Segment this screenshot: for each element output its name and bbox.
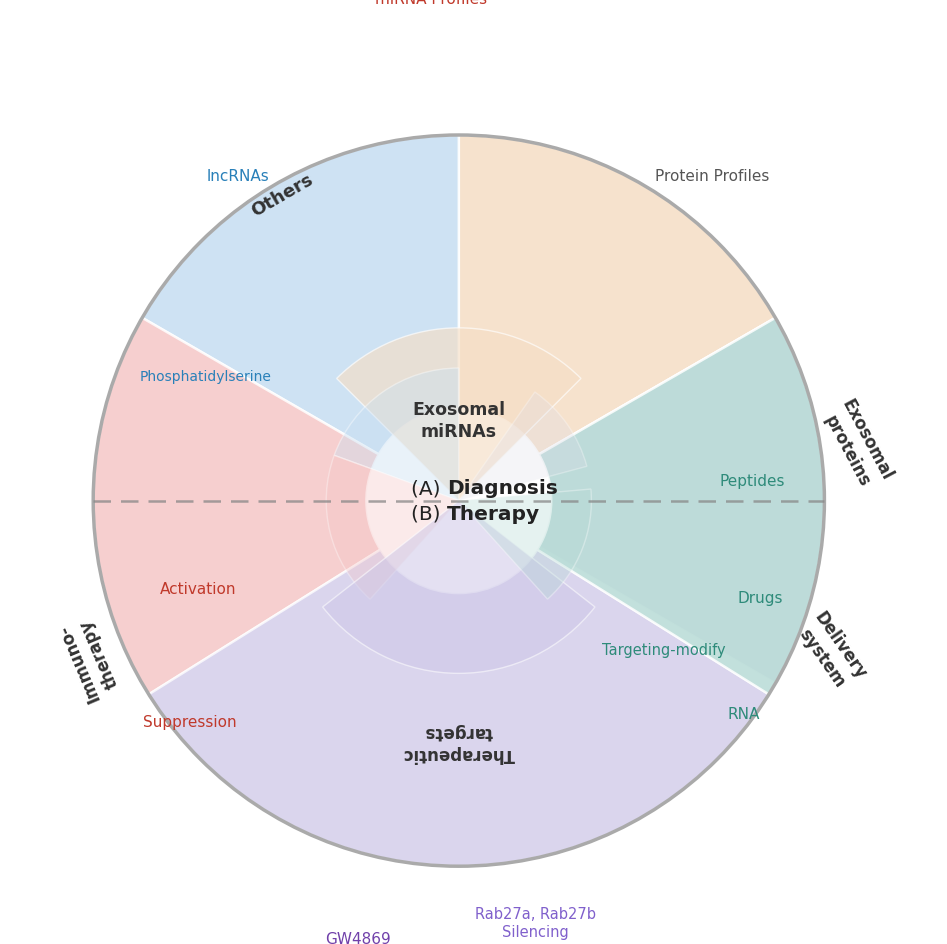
Text: Immuno-
therapy: Immuno- therapy (54, 612, 124, 704)
Wedge shape (323, 501, 595, 674)
Text: (B): (B) (411, 504, 447, 523)
Text: Therapy: Therapy (447, 504, 540, 523)
Text: Diagnosis: Diagnosis (447, 479, 558, 497)
Text: Drugs: Drugs (738, 590, 783, 605)
Text: RNA: RNA (728, 706, 760, 721)
Wedge shape (539, 318, 825, 683)
Wedge shape (458, 136, 776, 455)
Wedge shape (149, 550, 769, 867)
Wedge shape (334, 369, 458, 501)
Text: Delivery
system: Delivery system (793, 608, 870, 695)
Text: GW4869: GW4869 (326, 931, 391, 944)
Text: Exosomal
proteins: Exosomal proteins (818, 396, 895, 494)
Wedge shape (537, 318, 825, 695)
Text: Suppression: Suppression (143, 715, 237, 730)
Wedge shape (326, 456, 458, 599)
Wedge shape (93, 318, 381, 695)
Wedge shape (336, 329, 581, 501)
Text: miRNA Profiles: miRNA Profiles (375, 0, 487, 7)
Text: Phosphatidylserine: Phosphatidylserine (140, 370, 272, 383)
Text: Others: Others (248, 170, 316, 220)
Text: Peptides: Peptides (720, 474, 785, 488)
Circle shape (93, 136, 825, 867)
Text: Activation: Activation (159, 582, 236, 597)
Text: Protein Profiles: Protein Profiles (654, 168, 769, 183)
Text: Targeting-modify: Targeting-modify (602, 642, 725, 657)
Text: Rab27a, Rab27b
Silencing: Rab27a, Rab27b Silencing (474, 905, 596, 939)
Text: Exosomal
miRNAs: Exosomal miRNAs (412, 401, 506, 441)
Wedge shape (458, 490, 591, 599)
Wedge shape (458, 393, 587, 501)
Wedge shape (142, 136, 458, 455)
Text: (A): (A) (411, 479, 447, 497)
Text: lncRNAs: lncRNAs (206, 168, 269, 183)
Text: Therapeutic
targets: Therapeutic targets (402, 722, 515, 762)
